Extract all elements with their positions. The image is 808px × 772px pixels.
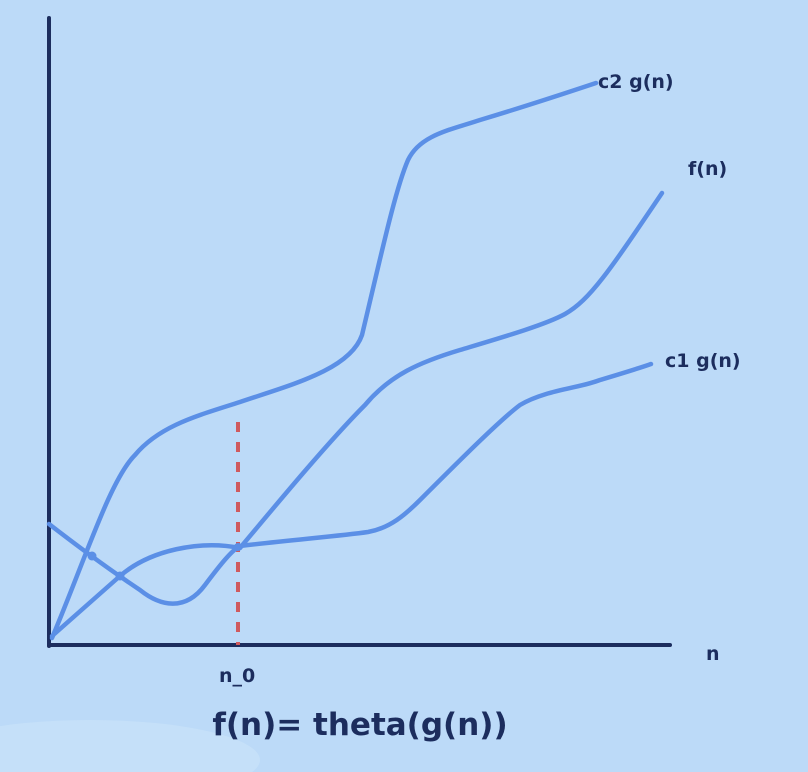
threshold-label: n_0 [219, 665, 255, 687]
intersection-point [87, 551, 97, 561]
middle-curve [49, 190, 665, 639]
upper-curve [49, 80, 599, 641]
intersection-point [234, 543, 242, 551]
formula-caption: f(n)= theta(g(n)) [212, 707, 507, 743]
upper-curve-label: c2 g(n) [598, 71, 674, 93]
intersection-point [115, 571, 125, 581]
middle-curve-label: f(n) [688, 158, 727, 180]
x-axis-label: n [706, 643, 720, 665]
lower-curve-label: c1 g(n) [665, 350, 741, 372]
background-highlight [0, 720, 260, 772]
lower-curve [46, 361, 654, 606]
